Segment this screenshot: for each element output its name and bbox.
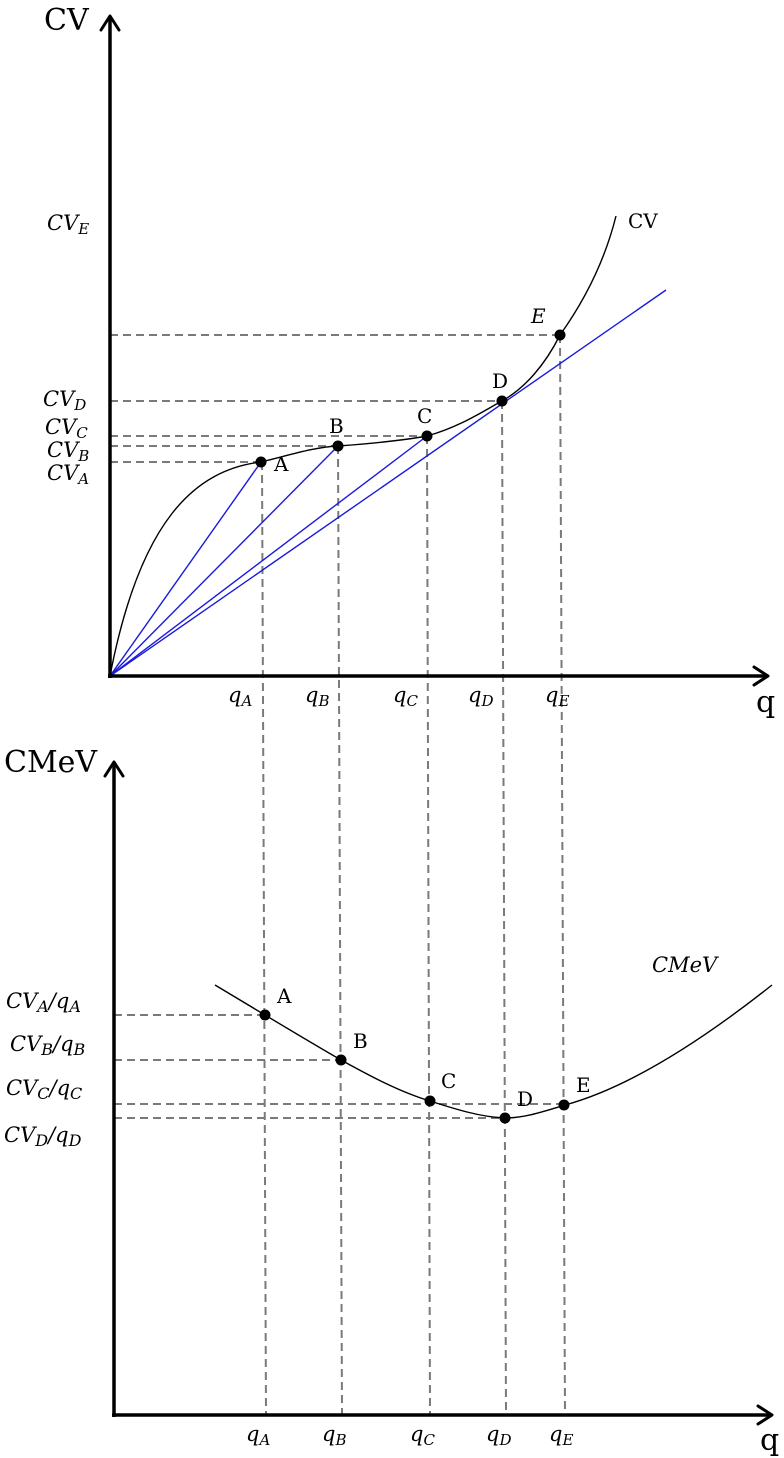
cmev-point-c (424, 1095, 436, 1107)
cmev-y-axis-arrow (103, 760, 125, 778)
cv-point-label-e: E (530, 304, 546, 328)
cmev-point-label-a: A (276, 984, 292, 1008)
cmev-point-b (335, 1054, 347, 1066)
cmev-ytick-d: CVD/qD (4, 1123, 82, 1150)
cmev-point-d (499, 1112, 511, 1124)
cmev-xtick-qc: qC (410, 1422, 435, 1449)
cv-point-d (496, 395, 508, 407)
cv-ytick-cve: CVE (47, 211, 89, 238)
cmev-point-e (558, 1099, 570, 1111)
cv-y-axis-title: CV (44, 3, 90, 38)
cmev-ytick-a: CVA/qA (6, 989, 81, 1016)
cv-curve-label: CV (628, 209, 658, 233)
cmev-xtick-qe: qE (549, 1422, 573, 1449)
cv-ytick-cvb: CVB (47, 438, 89, 465)
cv-panel: A B C D E CV CV q qA qB qC qD qE CVE CVD… (43, 3, 775, 1415)
guide-q-c (426, 435, 431, 1415)
ray-tangent-d (109, 289, 667, 677)
cmev-point-a (259, 1009, 271, 1021)
cv-xtick-qb: qB (305, 683, 329, 710)
cmev-curve-label: CMeV (652, 953, 719, 977)
cmev-point-label-b: B (353, 1029, 368, 1053)
cv-x-axis-arrow (752, 665, 770, 687)
cmev-y-axis-title: CMeV (4, 745, 98, 780)
cmev-point-label-d: D (517, 1087, 533, 1111)
cmev-point-label-c: C (441, 1069, 456, 1093)
cv-ytick-cvd: CVD (43, 387, 86, 414)
cv-y-axis-arrow (99, 14, 121, 32)
guide-q-b (337, 445, 343, 1415)
cv-xtick-qc: qC (393, 683, 418, 710)
guide-q-a (261, 461, 267, 1415)
cmev-point-label-e: E (576, 1073, 591, 1097)
ray-a (109, 461, 262, 677)
cv-curve (109, 215, 617, 677)
cv-xtick-qe: qE (545, 683, 569, 710)
cv-point-label-b: B (329, 414, 344, 438)
cmev-guides (114, 1014, 564, 1119)
cv-point-label-a: A (273, 452, 289, 476)
cv-x-axis-title: q (756, 685, 775, 720)
cmev-curve (214, 984, 773, 1119)
cmev-x-axis-title: q (760, 1423, 779, 1458)
cv-xtick-qa: qA (228, 683, 252, 710)
cv-ytick-cvc: CVC (45, 415, 88, 442)
cv-point-c (421, 430, 433, 442)
cv-point-label-c: C (417, 404, 432, 428)
cmev-xtick-qd: qD (486, 1422, 511, 1449)
ray-c (109, 435, 428, 677)
cv-guides (110, 334, 566, 1415)
ray-b (109, 445, 339, 677)
guide-q-e (559, 334, 566, 1415)
cv-point-label-d: D (492, 369, 508, 393)
cv-ytick-cva: CVA (47, 461, 89, 488)
cmev-x-axis-arrow (756, 1404, 774, 1426)
cmev-xtick-qa: qA (246, 1422, 270, 1449)
cmev-panel: A B C D E CMeV CMeV q qA qB qC qD qE CVA… (4, 745, 779, 1458)
cv-xtick-qd: qD (468, 683, 493, 710)
cmev-xtick-qb: qB (322, 1422, 346, 1449)
cmev-ytick-b: CVB/qB (10, 1032, 86, 1059)
cv-rays (109, 289, 667, 677)
cv-point-a (255, 456, 267, 468)
cmev-ytick-c: CVC/qC (6, 1076, 82, 1103)
guide-q-d (501, 400, 507, 1415)
cv-point-b (332, 440, 344, 452)
cv-point-e (554, 329, 566, 341)
